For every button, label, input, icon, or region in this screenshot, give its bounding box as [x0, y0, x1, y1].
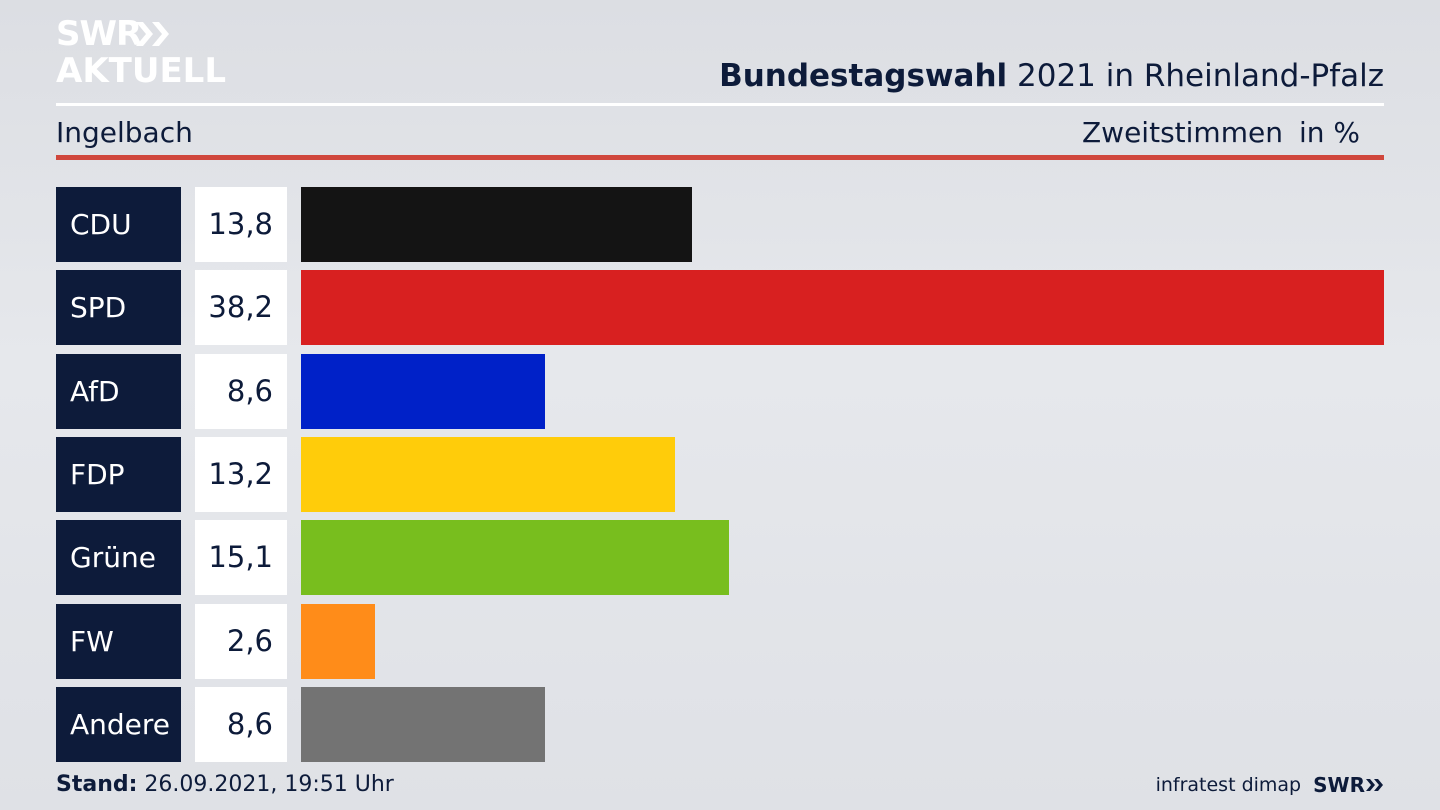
stand-label: Stand:: [56, 772, 138, 797]
swr-footer-chevrons-icon: [1366, 779, 1383, 791]
value-label: 15,1: [195, 520, 287, 595]
swr-footer-logo: SWR: [1313, 773, 1384, 797]
region-label: Ingelbach: [56, 116, 193, 149]
party-label: Andere: [56, 687, 181, 762]
timestamp: Stand: 26.09.2021, 19:51 Uhr: [56, 772, 394, 797]
chart-row: AfD 8,6: [0, 354, 1440, 429]
party-label: AfD: [56, 354, 181, 429]
source-credit: infratest dimap SWR: [1156, 773, 1384, 797]
bar: [301, 687, 545, 762]
chart-row: CDU 13,8: [0, 187, 1440, 262]
party-label: Grüne: [56, 520, 181, 595]
party-label: SPD: [56, 270, 181, 345]
value-label: 2,6: [195, 604, 287, 679]
bar: [301, 187, 692, 262]
bar: [301, 520, 729, 595]
chart-row: SPD 38,2: [0, 270, 1440, 345]
title-strong: Bundestagswahl: [719, 58, 1008, 94]
accent-divider: [56, 155, 1384, 160]
bar: [301, 354, 545, 429]
swr-aktuell-logo: SWR AKTUELL: [56, 17, 236, 91]
value-label: 8,6: [195, 687, 287, 762]
logo-chevrons-icon: [136, 22, 169, 46]
swr-footer-text: SWR: [1313, 773, 1365, 797]
header-divider: [56, 103, 1384, 106]
value-label: 8,6: [195, 354, 287, 429]
bar: [301, 270, 1384, 345]
chart-row: FDP 13,2: [0, 437, 1440, 512]
chart-title: Bundestagswahl 2021 in Rheinland-Pfalz: [719, 58, 1384, 94]
vote-type-label: Zweitstimmen: [1082, 116, 1283, 149]
party-label: FDP: [56, 437, 181, 512]
value-label: 13,8: [195, 187, 287, 262]
value-label: 13,2: [195, 437, 287, 512]
chart-row: Andere 8,6: [0, 687, 1440, 762]
title-rest: 2021 in Rheinland-Pfalz: [1007, 58, 1384, 94]
source-label: infratest dimap: [1155, 774, 1302, 796]
logo-swr-text: SWR: [56, 14, 142, 54]
bar: [301, 604, 375, 679]
logo-aktuell-text: AKTUELL: [56, 51, 227, 91]
chart-row: FW 2,6: [0, 604, 1440, 679]
bar: [301, 437, 675, 512]
stand-value: 26.09.2021, 19:51 Uhr: [137, 772, 394, 797]
value-label: 38,2: [195, 270, 287, 345]
unit-label: in %: [1299, 116, 1361, 149]
party-label: CDU: [56, 187, 181, 262]
chart-row: Grüne 15,1: [0, 520, 1440, 595]
party-label: FW: [56, 604, 181, 679]
